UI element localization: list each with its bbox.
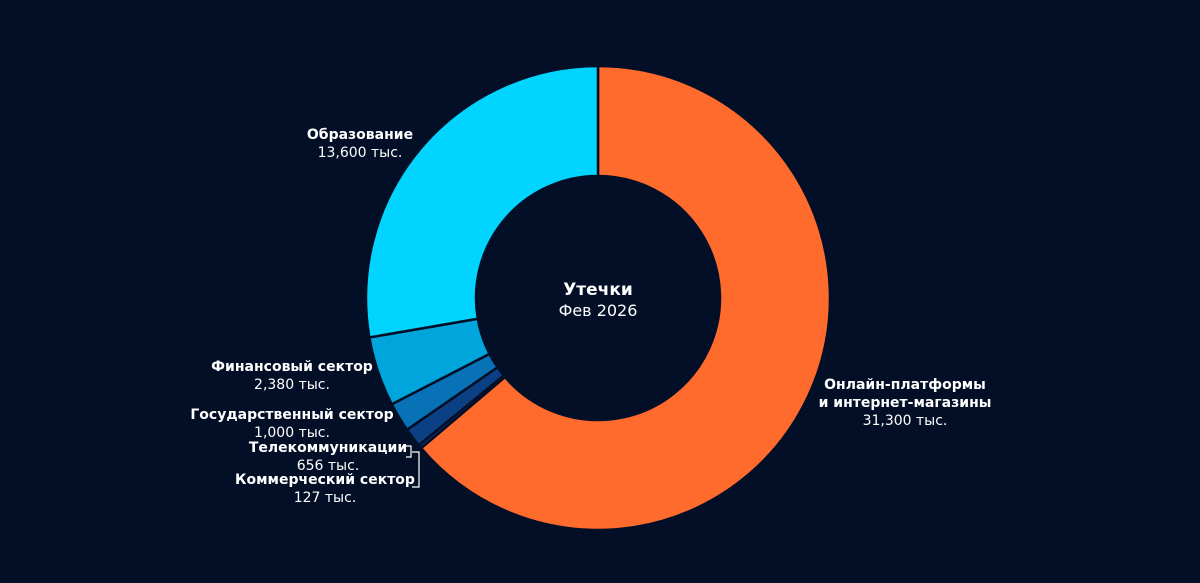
value-telecom: 656 тыс. [297,458,360,474]
value-finance: 2,380 тыс. [254,377,330,393]
center-title: Утечки [563,280,633,300]
label-education: Образование [307,127,413,143]
value-commercial: 127 тыс. [294,490,357,506]
labels-group: Онлайн-платформы и интернет-магазины 31,30… [190,127,991,506]
leader-telecom [406,445,412,458]
slice-online [419,64,832,532]
label-government: Государственный сектор [190,407,393,423]
center-subtitle: Фев 2026 [559,301,638,320]
label-telecom: Телекоммуникации [249,440,407,456]
label-commercial: Коммерческий сектор [235,472,415,488]
value-online: 31,300 тыс. [863,413,948,429]
leader-lines [406,445,420,488]
value-government: 1,000 тыс. [254,425,330,441]
leader-commercial [412,451,420,488]
label-finance: Финансовый сектор [211,359,373,375]
value-education: 13,600 тыс. [318,145,403,161]
slices-group [364,64,832,532]
slice-education [364,64,600,339]
label-online: Онлайн-платформы [824,377,986,393]
label-online-line2: и интернет-магазины [819,395,992,411]
